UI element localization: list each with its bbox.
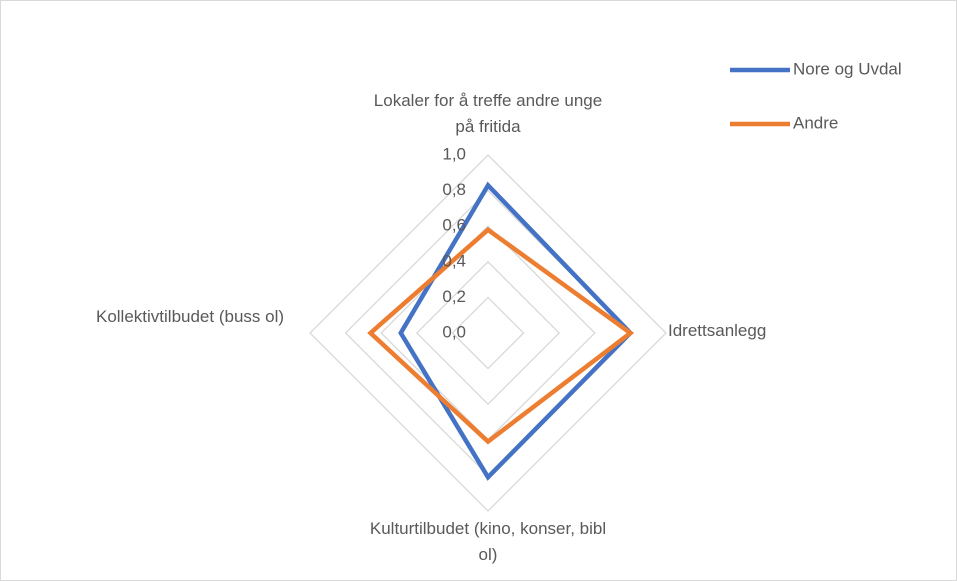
category-label: Idrettsanlegg xyxy=(668,321,767,340)
category-label: Kulturtilbudet (kino, konser, bibl ol) xyxy=(369,519,607,564)
tick-label: 0,2 xyxy=(442,287,466,306)
tick-label: 0,0 xyxy=(442,322,466,341)
tick-label: 1,0 xyxy=(442,144,466,163)
series-line xyxy=(367,226,635,445)
category-label: Kollektivtilbudet (buss ol) xyxy=(95,307,285,326)
grid-ring xyxy=(344,189,632,477)
legend-label: Andre xyxy=(793,113,838,132)
tick-label: 0,8 xyxy=(442,180,466,199)
grid-ring xyxy=(415,260,561,406)
legend-label: Nore og Uvdal xyxy=(793,59,902,78)
grid-ring xyxy=(451,296,525,370)
category-label: Lokaler for å treffe andre unge på friti… xyxy=(373,91,603,136)
grid-ring xyxy=(309,154,667,512)
series-line xyxy=(398,181,634,481)
tick-label: 0,6 xyxy=(442,216,466,235)
grid-ring xyxy=(380,225,596,441)
tick-label: 0,4 xyxy=(442,251,466,270)
